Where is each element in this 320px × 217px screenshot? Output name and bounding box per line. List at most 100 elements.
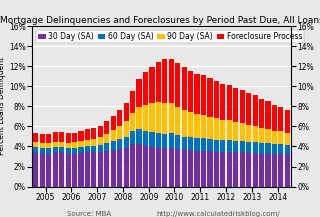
Bar: [33, 153, 38, 187]
Bar: [104, 134, 109, 143]
Bar: [272, 105, 277, 131]
Bar: [85, 153, 90, 187]
Bar: [72, 133, 77, 142]
Bar: [195, 151, 200, 187]
Bar: [33, 133, 38, 142]
Bar: [85, 129, 90, 140]
Bar: [91, 146, 96, 153]
Bar: [175, 107, 180, 135]
Bar: [46, 148, 51, 153]
Bar: [130, 91, 135, 113]
Bar: [156, 62, 161, 102]
Bar: [46, 143, 51, 148]
Bar: [78, 153, 84, 187]
Bar: [278, 132, 284, 144]
Bar: [169, 133, 174, 148]
Bar: [149, 67, 155, 103]
Bar: [85, 146, 90, 153]
Bar: [143, 131, 148, 146]
Bar: [214, 118, 219, 140]
Bar: [175, 63, 180, 107]
Bar: [162, 59, 167, 103]
Bar: [91, 128, 96, 139]
Bar: [259, 143, 264, 153]
Bar: [104, 151, 109, 187]
Bar: [111, 141, 116, 151]
Bar: [85, 140, 90, 146]
Bar: [117, 110, 122, 126]
Bar: [259, 153, 264, 187]
Title: Mortgage Delinquencies and Foreclosures by Period Past Due, All Loans: Mortgage Delinquencies and Foreclosures …: [0, 16, 320, 25]
Bar: [169, 148, 174, 187]
Bar: [46, 134, 51, 143]
Bar: [227, 152, 232, 187]
Bar: [259, 99, 264, 128]
Bar: [175, 150, 180, 187]
Bar: [78, 131, 84, 141]
Bar: [66, 143, 71, 148]
Bar: [66, 133, 71, 143]
Bar: [52, 153, 58, 187]
Bar: [207, 140, 212, 151]
Bar: [278, 107, 284, 132]
Bar: [285, 110, 290, 133]
Bar: [33, 142, 38, 148]
Bar: [33, 148, 38, 153]
Bar: [246, 153, 251, 187]
Bar: [91, 153, 96, 187]
Bar: [117, 140, 122, 150]
Bar: [40, 143, 45, 148]
Bar: [66, 148, 71, 153]
Bar: [111, 116, 116, 130]
Bar: [169, 59, 174, 103]
Bar: [156, 148, 161, 187]
Bar: [169, 103, 174, 133]
Bar: [252, 142, 258, 153]
Bar: [233, 153, 238, 187]
Bar: [188, 151, 193, 187]
Bar: [91, 139, 96, 146]
Bar: [278, 153, 284, 187]
Bar: [220, 152, 225, 187]
Bar: [98, 126, 103, 137]
Bar: [252, 126, 258, 142]
Bar: [201, 138, 206, 151]
Bar: [111, 130, 116, 141]
Bar: [285, 154, 290, 187]
Bar: [59, 153, 64, 187]
Bar: [136, 129, 142, 145]
Bar: [52, 142, 58, 147]
Bar: [136, 107, 142, 129]
Bar: [265, 101, 271, 129]
Bar: [46, 153, 51, 187]
Bar: [246, 125, 251, 142]
Bar: [246, 93, 251, 125]
Bar: [240, 153, 245, 187]
Legend: 30 Day (SA), 60 Day (SA), 90 Day (SA), Foreclosure Process: 30 Day (SA), 60 Day (SA), 90 Day (SA), F…: [36, 30, 304, 43]
Bar: [149, 103, 155, 132]
Bar: [207, 78, 212, 117]
Bar: [265, 143, 271, 153]
Bar: [78, 147, 84, 153]
Bar: [72, 148, 77, 153]
Bar: [252, 95, 258, 126]
Bar: [124, 137, 129, 148]
Bar: [252, 153, 258, 187]
Bar: [162, 148, 167, 187]
Bar: [259, 128, 264, 143]
Bar: [227, 140, 232, 152]
Bar: [201, 151, 206, 187]
Bar: [72, 142, 77, 148]
Bar: [156, 133, 161, 148]
Bar: [149, 148, 155, 187]
Bar: [246, 142, 251, 153]
Bar: [40, 148, 45, 153]
Bar: [130, 113, 135, 132]
Bar: [181, 67, 187, 110]
Bar: [124, 103, 129, 121]
Bar: [59, 147, 64, 153]
Bar: [272, 131, 277, 144]
Bar: [66, 153, 71, 187]
Bar: [111, 151, 116, 187]
Bar: [214, 140, 219, 152]
